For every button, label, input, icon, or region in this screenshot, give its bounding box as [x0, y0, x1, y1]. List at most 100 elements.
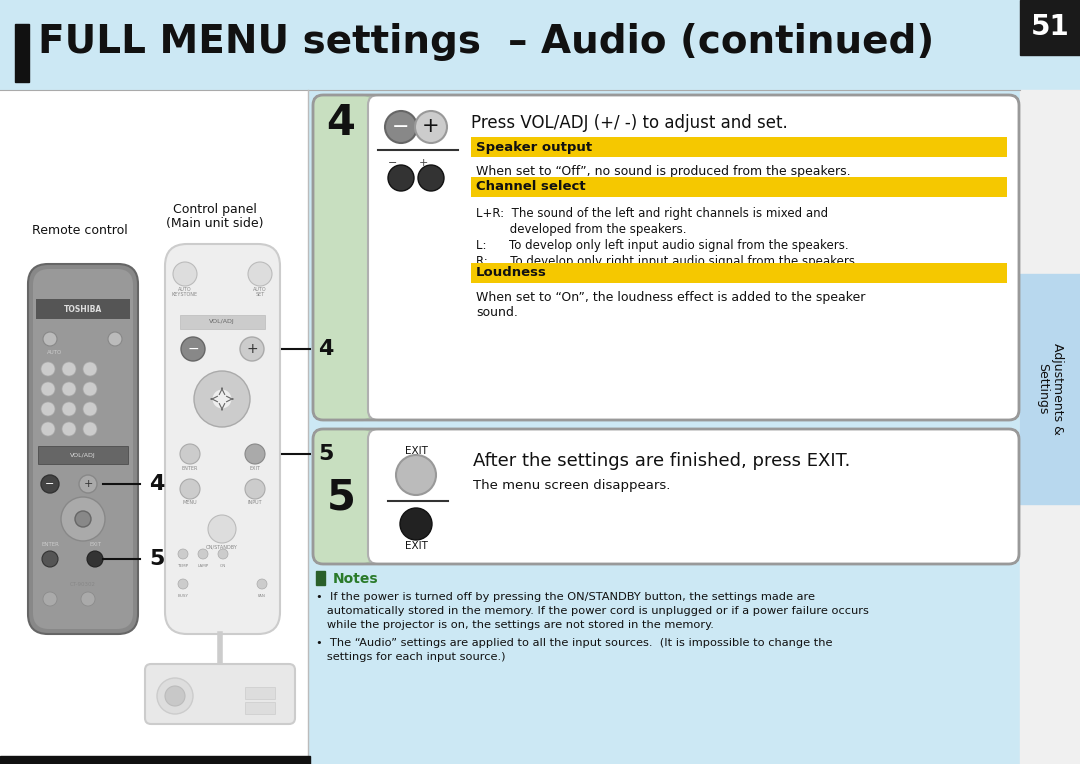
Text: −: − — [45, 479, 55, 489]
Text: LAMP: LAMP — [198, 564, 208, 568]
Circle shape — [83, 362, 97, 376]
Text: EXIT: EXIT — [89, 542, 102, 546]
Bar — [0, 90, 308, 764]
Text: −: − — [392, 117, 409, 137]
Circle shape — [60, 497, 105, 541]
Text: •  The “Audio” settings are applied to all the input sources.  (It is impossible: • The “Audio” settings are applied to al… — [316, 638, 833, 648]
Text: BUSY: BUSY — [177, 594, 189, 598]
Circle shape — [108, 332, 122, 346]
FancyBboxPatch shape — [33, 269, 133, 629]
Circle shape — [245, 444, 265, 464]
Bar — [0, 756, 310, 764]
FancyBboxPatch shape — [313, 429, 373, 564]
Text: +: + — [83, 479, 93, 489]
Text: Notes: Notes — [333, 572, 379, 586]
Text: +: + — [246, 342, 258, 356]
Text: L:      To develop only left input audio signal from the speakers.: L: To develop only left input audio sign… — [476, 238, 849, 251]
Text: VOL/ADJ: VOL/ADJ — [210, 319, 234, 325]
Circle shape — [180, 479, 200, 499]
Circle shape — [418, 165, 444, 191]
Text: 51: 51 — [1030, 13, 1069, 41]
Circle shape — [79, 475, 97, 493]
Text: L+R:  The sound of the left and right channels is mixed and: L+R: The sound of the left and right cha… — [476, 206, 828, 219]
Text: Loudness: Loudness — [476, 267, 546, 280]
Text: AUTO: AUTO — [48, 350, 63, 355]
Text: 5: 5 — [149, 549, 164, 569]
Bar — [1020, 274, 1080, 504]
Circle shape — [245, 479, 265, 499]
FancyBboxPatch shape — [28, 264, 138, 634]
Circle shape — [157, 678, 193, 714]
Bar — [38, 446, 129, 464]
Circle shape — [41, 402, 55, 416]
Circle shape — [62, 422, 76, 436]
Circle shape — [384, 111, 417, 143]
Circle shape — [62, 362, 76, 376]
Circle shape — [415, 111, 447, 143]
Circle shape — [83, 422, 97, 436]
Text: ON/STANDBY: ON/STANDBY — [206, 545, 238, 549]
FancyBboxPatch shape — [368, 429, 1020, 564]
Text: •  If the power is turned off by pressing the ON/STANDBY button, the settings ma: • If the power is turned off by pressing… — [316, 592, 815, 602]
Bar — [471, 263, 1007, 283]
Circle shape — [218, 549, 228, 559]
Text: CT-90302: CT-90302 — [70, 581, 96, 587]
Circle shape — [62, 402, 76, 416]
Text: The menu screen disappears.: The menu screen disappears. — [473, 478, 671, 491]
Text: ENTER: ENTER — [181, 465, 199, 471]
Text: After the settings are finished, press EXIT.: After the settings are finished, press E… — [473, 452, 850, 470]
Bar — [1020, 0, 1080, 55]
Text: +: + — [422, 116, 440, 136]
Circle shape — [194, 371, 249, 427]
Text: ON: ON — [220, 564, 226, 568]
Circle shape — [181, 337, 205, 361]
Text: EXIT: EXIT — [249, 465, 260, 471]
Text: ENTER: ENTER — [41, 542, 59, 546]
Bar — [471, 137, 1007, 157]
Circle shape — [83, 382, 97, 396]
Text: 4: 4 — [318, 339, 334, 359]
Circle shape — [41, 422, 55, 436]
Bar — [15, 24, 29, 82]
Circle shape — [165, 686, 185, 706]
Circle shape — [257, 579, 267, 589]
Circle shape — [240, 337, 264, 361]
Text: Adjustments &
Settings: Adjustments & Settings — [1036, 343, 1064, 435]
Bar — [36, 299, 130, 319]
Text: while the projector is on, the settings are not stored in the memory.: while the projector is on, the settings … — [316, 620, 714, 630]
Text: FULL MENU settings  – Audio (continued): FULL MENU settings – Audio (continued) — [38, 23, 934, 61]
Text: Channel select: Channel select — [476, 180, 585, 193]
Text: 5: 5 — [326, 476, 355, 518]
Circle shape — [62, 382, 76, 396]
Text: automatically stored in the memory. If the power cord is unplugged or if a power: automatically stored in the memory. If t… — [316, 606, 869, 616]
Bar — [1020, 90, 1080, 764]
Circle shape — [388, 165, 414, 191]
Circle shape — [198, 549, 208, 559]
Text: When set to “On”, the loudness effect is added to the speaker: When set to “On”, the loudness effect is… — [476, 290, 865, 303]
Circle shape — [43, 332, 57, 346]
Circle shape — [87, 551, 103, 567]
Circle shape — [75, 511, 91, 527]
Text: settings for each input source.): settings for each input source.) — [316, 652, 505, 662]
Circle shape — [83, 402, 97, 416]
Text: Speaker output: Speaker output — [476, 141, 592, 154]
Text: −: − — [187, 342, 199, 356]
Bar — [180, 315, 265, 329]
Text: Remote control: Remote control — [32, 224, 127, 237]
Text: developed from the speakers.: developed from the speakers. — [476, 222, 687, 235]
Circle shape — [212, 389, 232, 409]
Text: AUTO
KEYSTONE: AUTO KEYSTONE — [172, 286, 198, 297]
Text: sound.: sound. — [476, 306, 518, 319]
Circle shape — [400, 508, 432, 540]
Circle shape — [41, 362, 55, 376]
Bar — [316, 571, 325, 585]
Circle shape — [180, 444, 200, 464]
Circle shape — [81, 592, 95, 606]
FancyBboxPatch shape — [313, 95, 373, 420]
Circle shape — [248, 262, 272, 286]
Text: TEMP: TEMP — [177, 564, 189, 568]
Text: 5: 5 — [318, 444, 334, 464]
Text: INPUT: INPUT — [247, 500, 262, 506]
Text: (Main unit side): (Main unit side) — [166, 216, 264, 229]
Text: 4: 4 — [326, 102, 355, 144]
